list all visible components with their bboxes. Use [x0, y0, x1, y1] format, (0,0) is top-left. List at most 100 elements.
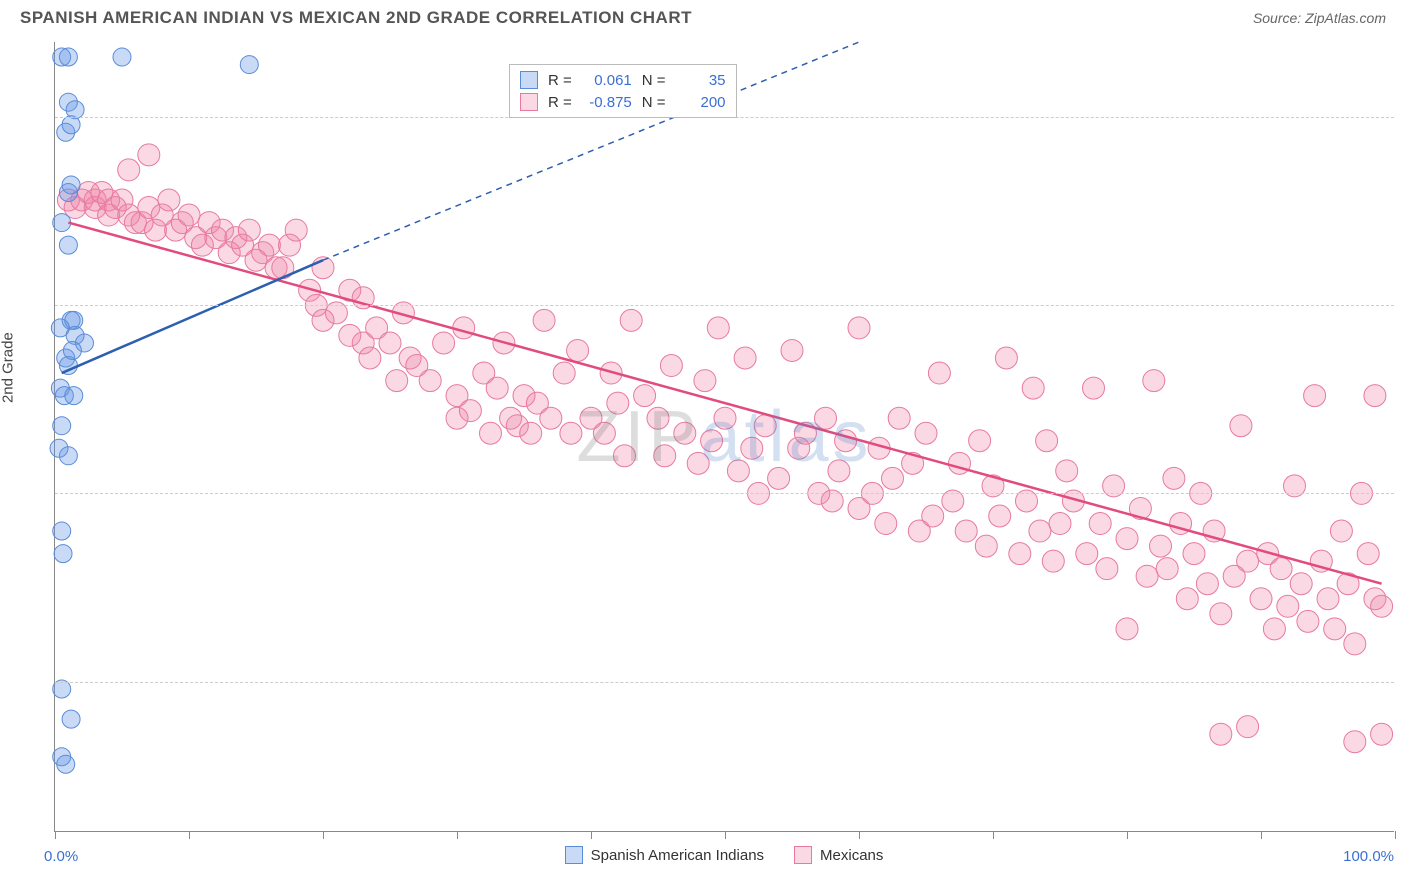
data-point-pink	[1089, 513, 1111, 535]
legend: Spanish American Indians Mexicans	[54, 846, 1394, 864]
grid-line	[55, 682, 1394, 683]
data-point-pink	[540, 407, 562, 429]
data-point-pink	[734, 347, 756, 369]
stats-r-label: R =	[548, 72, 572, 89]
data-point-pink	[1297, 610, 1319, 632]
data-point-pink	[1196, 573, 1218, 595]
data-point-pink	[989, 505, 1011, 527]
data-point-pink	[258, 234, 280, 256]
data-point-pink	[1150, 535, 1172, 557]
data-point-pink	[975, 535, 997, 557]
data-point-pink	[486, 377, 508, 399]
data-point-pink	[178, 204, 200, 226]
source-label: Source: ZipAtlas.com	[1253, 10, 1386, 26]
data-point-pink	[1056, 460, 1078, 482]
stats-row: R =0.061N =35	[520, 69, 726, 91]
data-point-pink	[1250, 588, 1272, 610]
data-point-pink	[674, 422, 696, 444]
legend-item: Mexicans	[794, 846, 883, 864]
data-point-pink	[1022, 377, 1044, 399]
data-point-pink	[138, 144, 160, 166]
x-tick	[993, 831, 994, 839]
data-point-pink	[419, 370, 441, 392]
data-point-pink	[815, 407, 837, 429]
data-point-pink	[781, 339, 803, 361]
data-point-pink	[828, 460, 850, 482]
data-point-pink	[459, 400, 481, 422]
data-point-pink	[386, 370, 408, 392]
data-point-blue	[240, 56, 258, 74]
data-point-pink	[1096, 558, 1118, 580]
data-point-pink	[614, 445, 636, 467]
data-point-blue	[53, 522, 71, 540]
data-point-pink	[1230, 415, 1252, 437]
data-point-blue	[57, 755, 75, 773]
data-point-pink	[647, 407, 669, 429]
data-point-pink	[1237, 550, 1259, 572]
data-point-pink	[1076, 543, 1098, 565]
data-point-pink	[480, 422, 502, 444]
legend-label: Mexicans	[820, 847, 883, 864]
data-point-pink	[694, 370, 716, 392]
data-point-pink	[1330, 520, 1352, 542]
data-point-pink	[359, 347, 381, 369]
legend-swatch-icon	[565, 846, 583, 864]
data-point-pink	[1210, 723, 1232, 745]
data-point-blue	[65, 387, 83, 405]
data-point-blue	[62, 176, 80, 194]
chart-title: SPANISH AMERICAN INDIAN VS MEXICAN 2ND G…	[20, 8, 692, 28]
data-point-pink	[1176, 588, 1198, 610]
data-point-blue	[53, 214, 71, 232]
data-point-pink	[1042, 550, 1064, 572]
data-point-pink	[1324, 618, 1346, 640]
data-point-pink	[634, 385, 656, 407]
data-point-pink	[1183, 543, 1205, 565]
data-point-pink	[238, 219, 260, 241]
data-point-blue	[62, 710, 80, 728]
grid-line	[55, 493, 1394, 494]
data-point-pink	[928, 362, 950, 384]
data-point-pink	[1277, 595, 1299, 617]
data-point-pink	[1049, 513, 1071, 535]
data-point-pink	[1270, 558, 1292, 580]
data-point-pink	[620, 309, 642, 331]
data-point-pink	[1136, 565, 1158, 587]
data-point-blue	[53, 680, 71, 698]
data-point-pink	[1237, 716, 1259, 738]
data-point-blue	[113, 48, 131, 66]
data-point-pink	[882, 467, 904, 489]
x-tick	[323, 831, 324, 839]
x-tick	[1261, 831, 1262, 839]
legend-label: Spanish American Indians	[591, 847, 764, 864]
data-point-pink	[1210, 603, 1232, 625]
data-point-pink	[1029, 520, 1051, 542]
data-point-pink	[701, 430, 723, 452]
stats-box: R =0.061N =35R =-0.875N =200	[509, 64, 737, 118]
stats-n-value: 35	[676, 72, 726, 89]
data-point-pink	[660, 355, 682, 377]
data-point-pink	[379, 332, 401, 354]
data-point-pink	[118, 159, 140, 181]
data-point-blue	[53, 417, 71, 435]
data-point-pink	[1371, 723, 1393, 745]
data-point-pink	[969, 430, 991, 452]
stats-row: R =-0.875N =200	[520, 91, 726, 113]
data-point-pink	[1163, 467, 1185, 489]
data-point-pink	[1116, 528, 1138, 550]
data-point-blue	[63, 341, 81, 359]
stats-n-value: 200	[676, 94, 726, 111]
trend-line-blue	[62, 260, 323, 373]
data-point-pink	[714, 407, 736, 429]
data-point-pink	[1357, 543, 1379, 565]
scatter-svg	[55, 42, 1394, 831]
stats-swatch-icon	[520, 71, 538, 89]
data-point-pink	[768, 467, 790, 489]
data-point-pink	[955, 520, 977, 542]
data-point-pink	[560, 422, 582, 444]
data-point-pink	[1290, 573, 1312, 595]
chart-plot-area: ZIPatlas R =0.061N =35R =-0.875N =200 92…	[54, 42, 1394, 832]
data-point-pink	[1036, 430, 1058, 452]
data-point-blue	[59, 236, 77, 254]
data-point-pink	[707, 317, 729, 339]
data-point-pink	[285, 219, 307, 241]
